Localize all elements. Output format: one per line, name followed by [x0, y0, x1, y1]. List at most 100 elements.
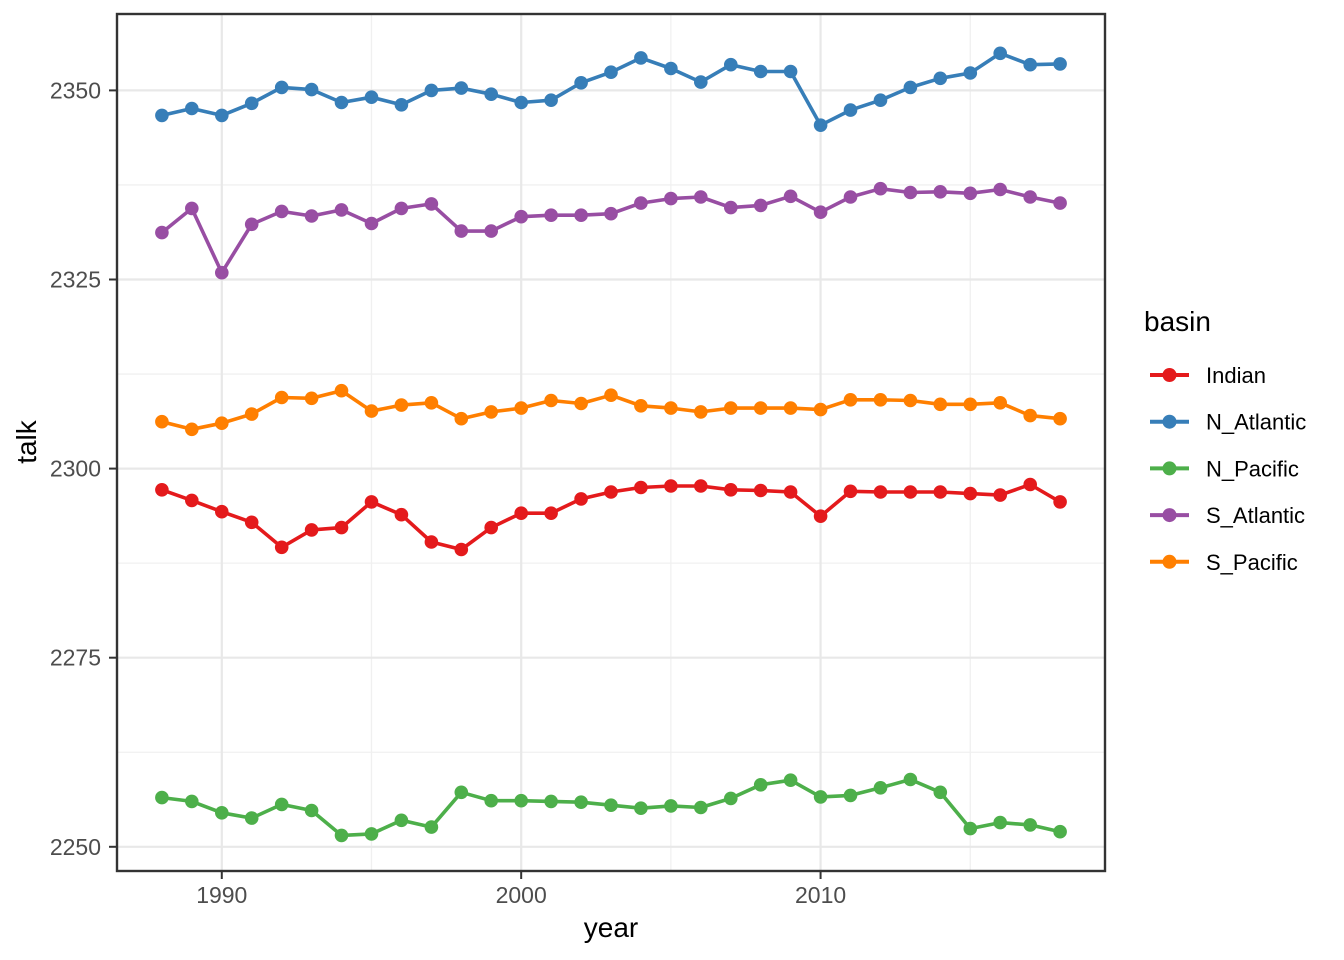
- data-point: [993, 488, 1007, 502]
- data-point: [574, 795, 588, 809]
- data-point: [334, 383, 349, 398]
- data-point: [185, 493, 199, 508]
- data-point: [993, 396, 1007, 410]
- data-point: [724, 401, 738, 415]
- data-point: [274, 390, 289, 405]
- grid-minor-lines: [117, 14, 1105, 871]
- legend-entry-Indian: Indian: [1150, 363, 1266, 388]
- data-point: [933, 185, 948, 199]
- data-point: [334, 520, 349, 535]
- data-point: [694, 190, 708, 204]
- data-point: [155, 483, 169, 497]
- legend-entry-S_Pacific: S_Pacific: [1150, 550, 1298, 575]
- data-point: [544, 208, 558, 222]
- data-point: [963, 66, 978, 80]
- data-point: [783, 773, 798, 787]
- data-point: [244, 407, 259, 421]
- data-point: [1053, 495, 1067, 509]
- data-point: [274, 797, 289, 812]
- data-point: [304, 82, 319, 97]
- data-point: [155, 225, 169, 240]
- data-point: [783, 401, 798, 415]
- y-tick-label: 2275: [50, 645, 101, 671]
- data-point: [903, 485, 918, 499]
- data-point: [993, 182, 1007, 197]
- data-point: [185, 422, 199, 437]
- data-point: [634, 196, 648, 210]
- data-point: [813, 509, 828, 523]
- data-point: [963, 821, 978, 836]
- data-point: [215, 806, 229, 820]
- legend-entry-N_Atlantic: N_Atlantic: [1150, 410, 1306, 435]
- legend-key-point: [1162, 414, 1177, 429]
- data-point: [514, 95, 528, 110]
- data-point: [963, 486, 978, 501]
- data-point: [364, 216, 379, 231]
- data-point: [364, 495, 379, 509]
- data-point: [424, 535, 439, 549]
- data-point: [724, 791, 738, 806]
- data-point: [753, 778, 768, 792]
- data-point: [185, 201, 199, 216]
- data-point: [664, 799, 678, 813]
- legend-entries: Indian N_Atlantic N_Pacific S_Atlantic S_Pac…: [1150, 363, 1306, 575]
- data-point: [604, 65, 618, 79]
- data-point: [604, 798, 618, 812]
- data-point: [903, 772, 918, 787]
- data-point: [454, 785, 469, 800]
- panel-border: [115, 12, 1107, 873]
- data-point: [514, 401, 528, 415]
- data-point: [454, 224, 469, 238]
- data-point: [514, 793, 528, 808]
- data-point: [873, 181, 888, 196]
- data-point: [334, 203, 349, 217]
- data-point: [304, 803, 319, 818]
- data-point: [783, 64, 798, 79]
- data-point: [334, 828, 349, 843]
- data-point: [843, 103, 858, 117]
- legend-title: basin: [1144, 306, 1211, 337]
- data-point: [634, 399, 648, 413]
- data-point: [963, 397, 978, 412]
- legend-key-point: [1162, 368, 1177, 382]
- data-point: [1053, 196, 1067, 210]
- data-point: [813, 790, 828, 804]
- data-point: [604, 485, 618, 499]
- data-point: [843, 190, 858, 204]
- y-axis: 2250 2275 2300 2325 2350: [50, 77, 117, 860]
- series-Indian: [155, 477, 1067, 557]
- data-point: [394, 398, 409, 412]
- legend-entry-S_Atlantic: S_Atlantic: [1150, 503, 1305, 528]
- data-point: [244, 96, 259, 111]
- data-point: [244, 515, 259, 530]
- data-point: [604, 388, 618, 403]
- data-point: [1023, 190, 1037, 204]
- data-point: [484, 224, 499, 238]
- data-point: [544, 506, 558, 520]
- data-point: [1023, 408, 1037, 423]
- data-point: [514, 506, 528, 520]
- data-point: [634, 480, 648, 495]
- data-point: [364, 90, 379, 104]
- data-point: [484, 87, 499, 101]
- legend-entry-label: N_Atlantic: [1206, 410, 1306, 435]
- x-axis: 1990 2000 2010: [196, 871, 846, 908]
- data-point: [215, 504, 229, 519]
- data-point: [544, 794, 558, 809]
- y-tick-label: 2250: [50, 834, 101, 860]
- data-point: [244, 811, 259, 825]
- y-tick-label: 2350: [50, 77, 101, 103]
- data-point: [933, 485, 948, 499]
- data-point: [783, 485, 798, 499]
- data-point: [364, 404, 379, 418]
- data-point: [1053, 57, 1067, 71]
- data-point: [753, 483, 768, 498]
- legend-key-point: [1162, 461, 1177, 476]
- data-point: [1023, 477, 1037, 492]
- data-point: [364, 827, 379, 841]
- legend-key-point: [1162, 508, 1177, 523]
- data-point: [484, 793, 499, 808]
- data-point: [903, 80, 918, 95]
- data-point: [873, 781, 888, 795]
